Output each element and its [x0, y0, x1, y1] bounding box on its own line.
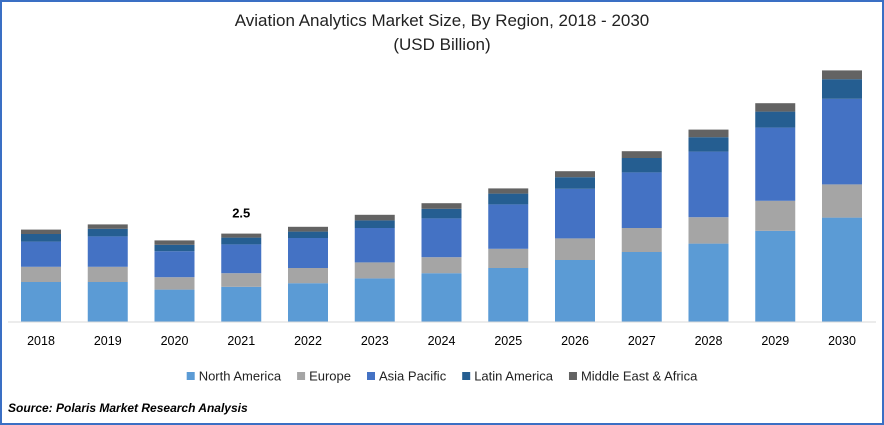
bar-segment-asia-pacific-2020	[154, 251, 195, 278]
x-tick-label-2021: 2021	[227, 334, 255, 348]
bar-segment-asia-pacific-2025	[488, 204, 529, 249]
bar-segment-asia-pacific-2029	[755, 127, 796, 201]
bar-segment-europe-2029	[755, 200, 796, 231]
bar-segment-latin-america-2028	[688, 137, 729, 152]
bar-segment-middle-east-africa-2022	[288, 226, 328, 232]
bar-segment-latin-america-2029	[755, 111, 796, 128]
bar-segment-north-america-2030	[822, 217, 862, 322]
x-tick-label-2023: 2023	[361, 334, 389, 348]
bar-segment-asia-pacific-2019	[87, 236, 128, 267]
x-tick-label-2020: 2020	[161, 334, 189, 348]
x-tick-label-2026: 2026	[561, 334, 589, 348]
bar-segment-europe-2025	[488, 248, 529, 268]
bar-segment-middle-east-africa-2023	[354, 214, 395, 221]
legend-label-north-america: North America	[199, 369, 282, 384]
legend-label-europe: Europe	[309, 369, 351, 384]
x-tick-label-2027: 2027	[628, 334, 656, 348]
bar-segment-latin-america-2030	[822, 79, 862, 99]
bar-segment-latin-america-2027	[621, 158, 662, 173]
bar-segment-north-america-2025	[488, 268, 529, 322]
x-tick-label-2029: 2029	[761, 334, 789, 348]
bar-segment-north-america-2027	[621, 252, 662, 322]
bar-segment-middle-east-africa-2025	[488, 188, 529, 194]
bar-segment-middle-east-africa-2030	[822, 70, 862, 80]
bar-segment-middle-east-africa-2020	[154, 240, 195, 245]
bar-segment-asia-pacific-2027	[621, 172, 662, 228]
bar-segment-north-america-2019	[87, 282, 128, 322]
bar-segment-asia-pacific-2024	[421, 218, 462, 258]
legend: North America Europe Asia Pacific Latin Ame…	[186, 369, 698, 384]
chart-title: Aviation Analytics Market Size, By Regio…	[235, 11, 650, 30]
bar-segment-north-america-2022	[288, 283, 328, 322]
bar-segment-asia-pacific-2026	[555, 188, 595, 239]
legend-swatch-latin-america	[462, 372, 471, 380]
bar-segment-latin-america-2026	[555, 177, 595, 189]
legend-label-latin-america: Latin America	[474, 369, 554, 384]
bar-segment-middle-east-africa-2026	[555, 171, 595, 178]
x-tick-label-2022: 2022	[294, 334, 322, 348]
bar-group	[21, 70, 862, 322]
bar-segment-north-america-2026	[555, 260, 595, 322]
x-tick-label-2028: 2028	[695, 334, 723, 348]
x-tick-label-2030: 2030	[828, 334, 856, 348]
annotation-group: 2.5	[232, 206, 250, 221]
legend-swatch-middle-east-africa	[568, 372, 577, 380]
data-label-2021: 2.5	[232, 206, 250, 221]
bar-segment-europe-2021	[221, 273, 262, 287]
bar-segment-north-america-2029	[755, 230, 796, 322]
bar-segment-north-america-2024	[421, 273, 462, 322]
bar-segment-asia-pacific-2018	[21, 241, 61, 267]
bar-segment-middle-east-africa-2018	[21, 229, 61, 234]
legend-swatch-north-america	[186, 372, 195, 380]
bar-segment-europe-2019	[87, 266, 128, 282]
bar-segment-latin-america-2025	[488, 193, 529, 205]
source-note: Source: Polaris Market Research Analysis	[8, 401, 248, 415]
bar-segment-middle-east-africa-2029	[755, 103, 796, 112]
bar-segment-latin-america-2024	[421, 208, 462, 219]
bar-segment-middle-east-africa-2024	[421, 203, 462, 209]
bar-segment-middle-east-africa-2028	[688, 129, 729, 138]
bar-segment-asia-pacific-2028	[688, 151, 729, 218]
bar-segment-latin-america-2021	[221, 237, 262, 245]
bar-segment-asia-pacific-2022	[288, 238, 328, 268]
bar-segment-europe-2024	[421, 257, 462, 274]
bar-segment-europe-2026	[555, 238, 595, 260]
bar-segment-europe-2022	[288, 268, 328, 284]
bar-segment-europe-2018	[21, 266, 61, 282]
bar-segment-middle-east-africa-2021	[221, 233, 262, 238]
legend-swatch-europe	[297, 372, 306, 380]
bar-segment-middle-east-africa-2027	[621, 151, 662, 158]
bar-segment-north-america-2018	[21, 282, 61, 322]
bar-segment-latin-america-2023	[354, 220, 395, 228]
bar-segment-middle-east-africa-2019	[87, 224, 128, 229]
bar-segment-asia-pacific-2021	[221, 244, 262, 274]
bar-segment-europe-2023	[354, 262, 395, 279]
x-tick-group: 2018 2019 2020 2021 2022 2023 2024 2025 2026 2027…	[27, 334, 856, 348]
bar-segment-latin-america-2018	[21, 234, 61, 242]
bar-segment-europe-2030	[822, 184, 862, 218]
bar-segment-europe-2028	[688, 217, 729, 244]
legend-label-middle-east-africa: Middle East & Africa	[581, 369, 698, 384]
x-tick-label-2018: 2018	[27, 334, 55, 348]
chart-subtitle: (USD Billion)	[393, 35, 490, 54]
bar-segment-north-america-2023	[354, 278, 395, 322]
bar-segment-north-america-2021	[221, 286, 262, 322]
bar-segment-europe-2020	[154, 277, 195, 290]
bar-segment-asia-pacific-2030	[822, 98, 862, 185]
legend-label-asia-pacific: Asia Pacific	[379, 369, 447, 384]
bar-segment-north-america-2020	[154, 289, 195, 322]
x-tick-label-2019: 2019	[94, 334, 122, 348]
bar-segment-asia-pacific-2023	[354, 228, 395, 263]
bar-segment-latin-america-2022	[288, 231, 328, 238]
x-tick-label-2024: 2024	[428, 334, 456, 348]
bar-segment-latin-america-2019	[87, 228, 128, 237]
bar-segment-latin-america-2020	[154, 244, 195, 252]
x-tick-label-2025: 2025	[494, 334, 522, 348]
bar-segment-north-america-2028	[688, 243, 729, 322]
legend-swatch-asia-pacific	[367, 372, 375, 380]
bar-segment-europe-2027	[621, 228, 662, 252]
